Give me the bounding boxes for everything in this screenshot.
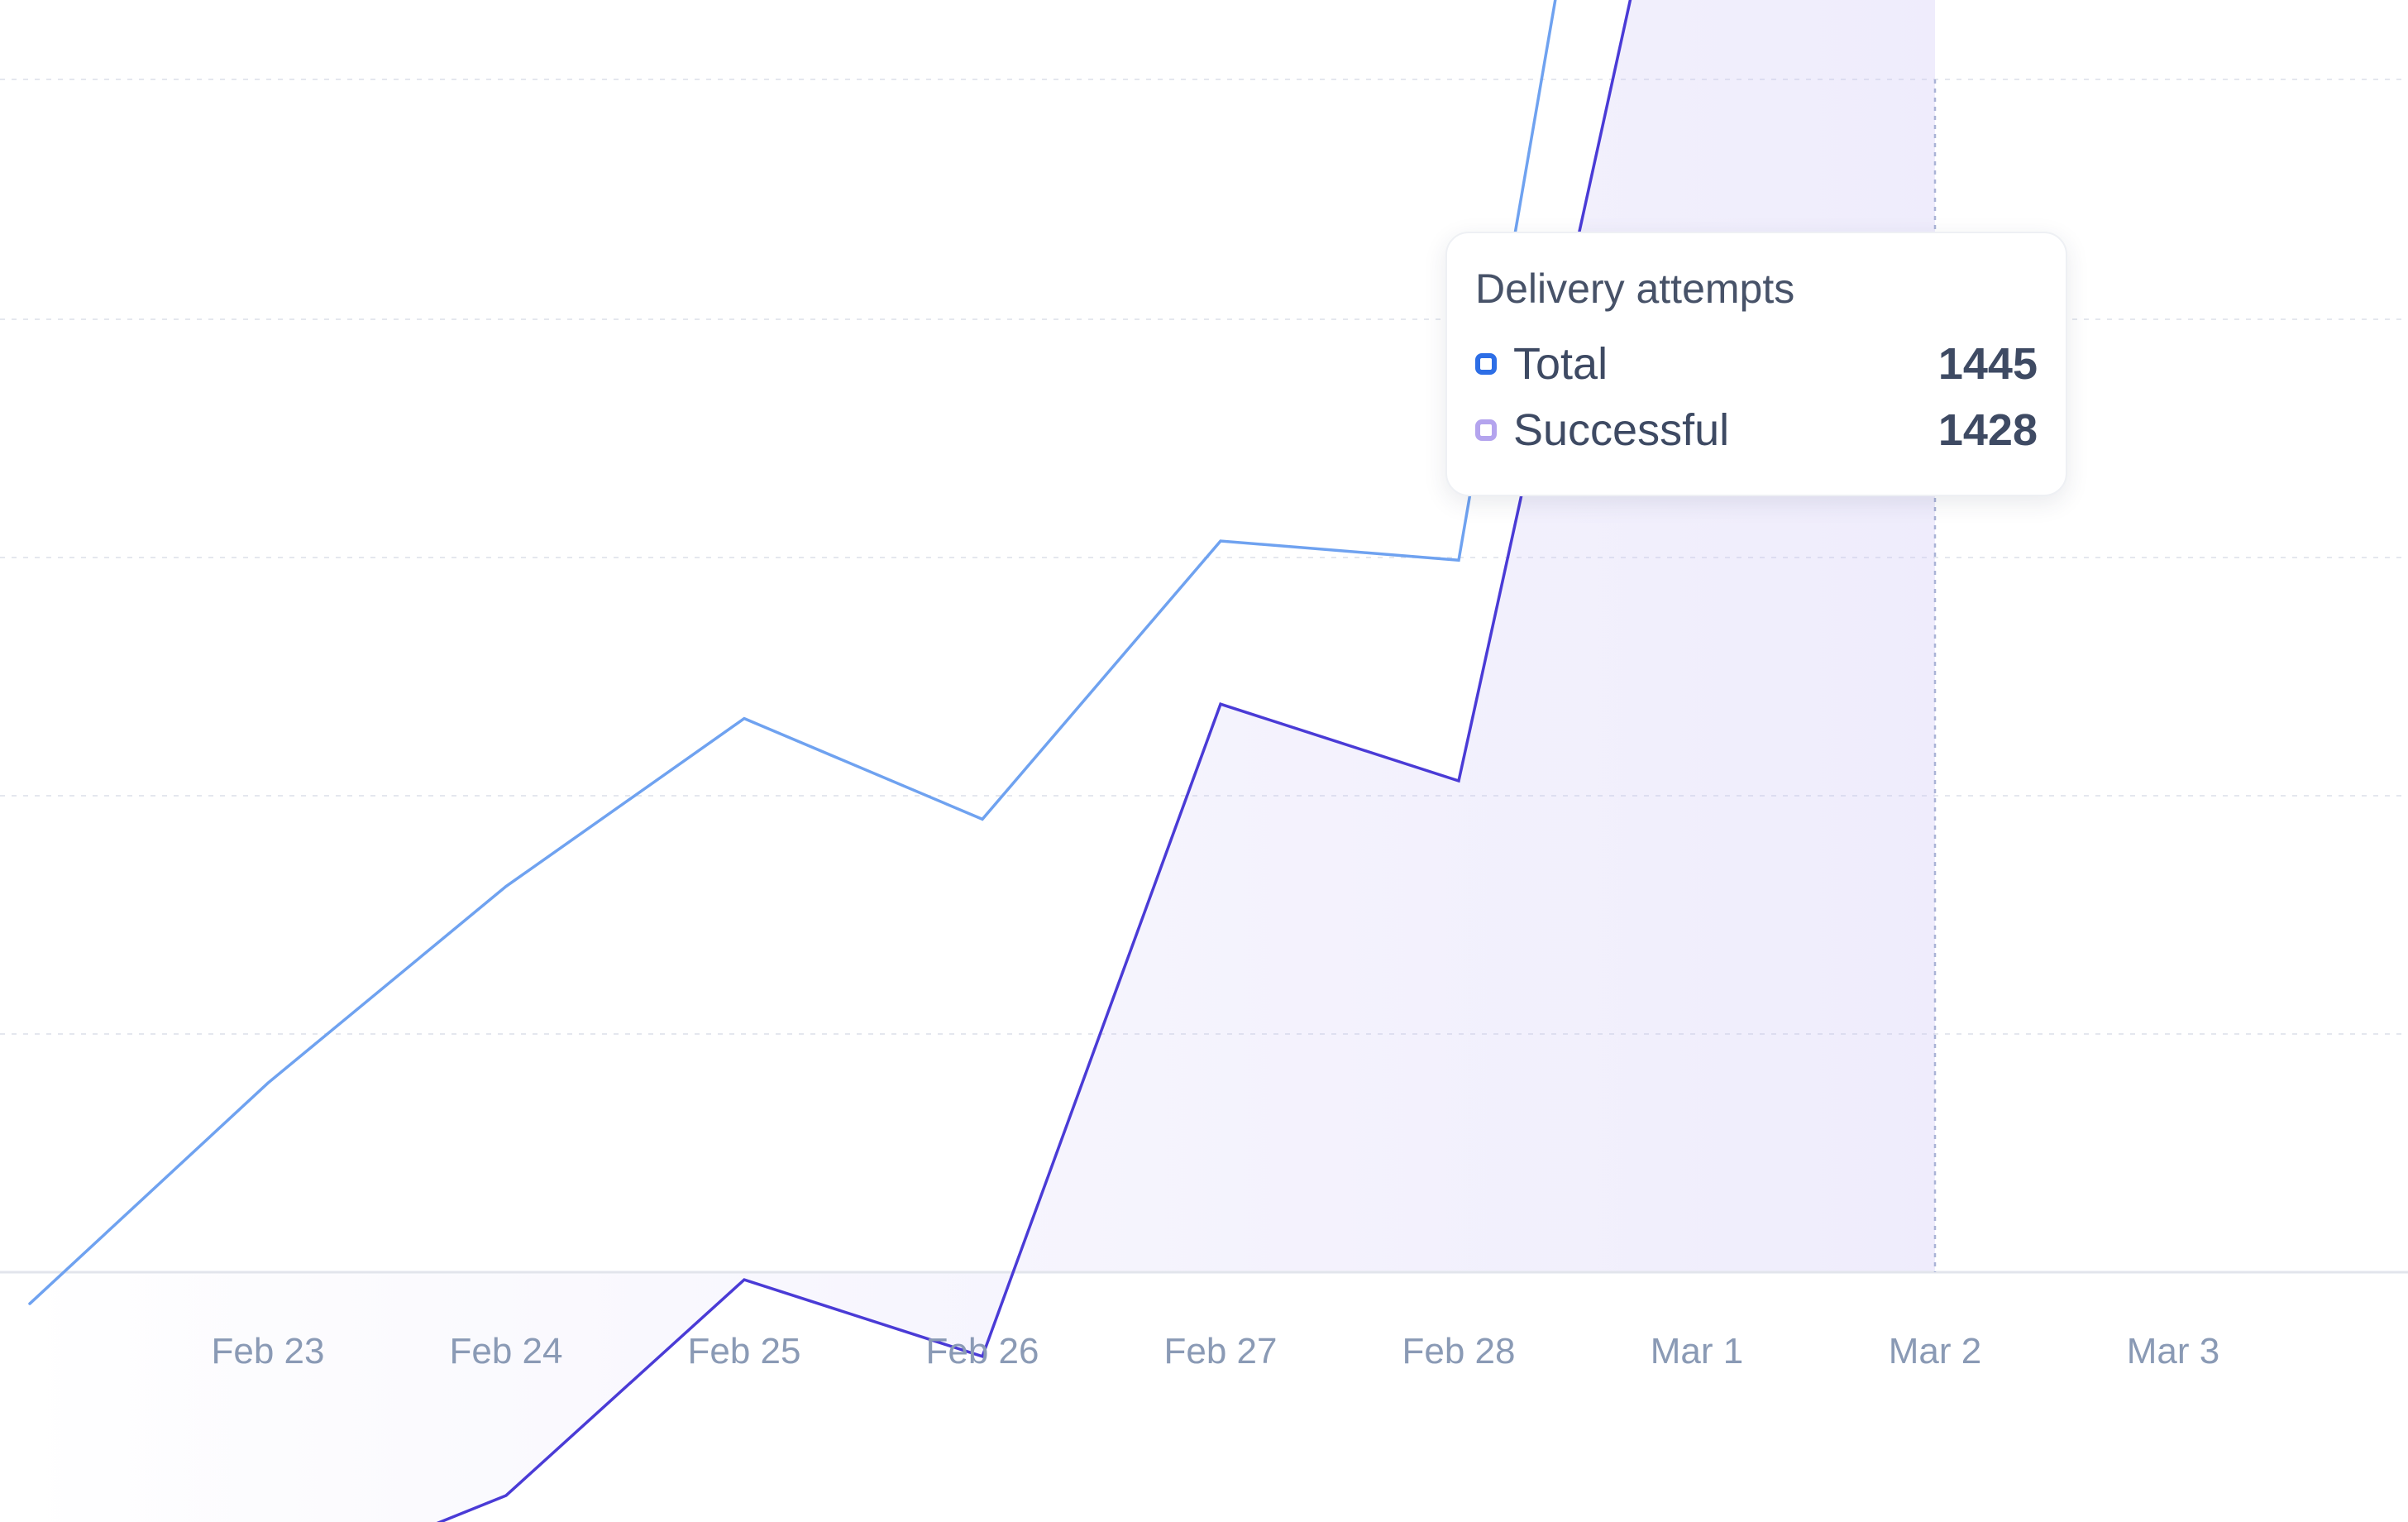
x-tick-label: Feb 23 bbox=[212, 1331, 325, 1371]
rounded-square-outline-icon bbox=[1475, 353, 1497, 375]
tooltip-row-total: Total 1445 bbox=[1475, 331, 2038, 397]
highlight-area bbox=[30, 0, 1935, 1522]
x-tick-label: Feb 26 bbox=[926, 1331, 1039, 1371]
series-line-total bbox=[28, 0, 1557, 1305]
x-tick-label: Feb 28 bbox=[1402, 1331, 1516, 1371]
x-tick-label: Mar 2 bbox=[1889, 1331, 1981, 1371]
tooltip-row-value: 1428 bbox=[1937, 405, 2038, 455]
x-tick-label: Mar 3 bbox=[2127, 1331, 2219, 1371]
tooltip-row-label: Total bbox=[1513, 339, 1608, 389]
x-tick-label: Feb 27 bbox=[1164, 1331, 1278, 1371]
rounded-square-outline-icon bbox=[1475, 419, 1497, 441]
tooltip-row-value: 1445 bbox=[1937, 339, 2038, 389]
tooltip-row-label: Successful bbox=[1513, 405, 1730, 455]
tooltip-title: Delivery attempts bbox=[1475, 266, 1795, 312]
tooltip-row-successful: Successful 1428 bbox=[1475, 397, 2038, 463]
series-lines bbox=[28, 0, 1632, 1522]
x-tick-label: Feb 24 bbox=[450, 1331, 563, 1371]
x-tick-labels: Feb 23 Feb 24 Feb 25 Feb 26 Feb 27 Feb 28 Mar … bbox=[212, 1331, 2220, 1371]
x-tick-label: Feb 25 bbox=[688, 1331, 801, 1371]
chart-tooltip: Delivery attempts Total 1445 Successful … bbox=[1445, 232, 2067, 496]
series-line-successful bbox=[436, 0, 1632, 1522]
x-tick-label: Mar 1 bbox=[1651, 1331, 1743, 1371]
area-under-successful bbox=[30, 0, 1935, 1522]
